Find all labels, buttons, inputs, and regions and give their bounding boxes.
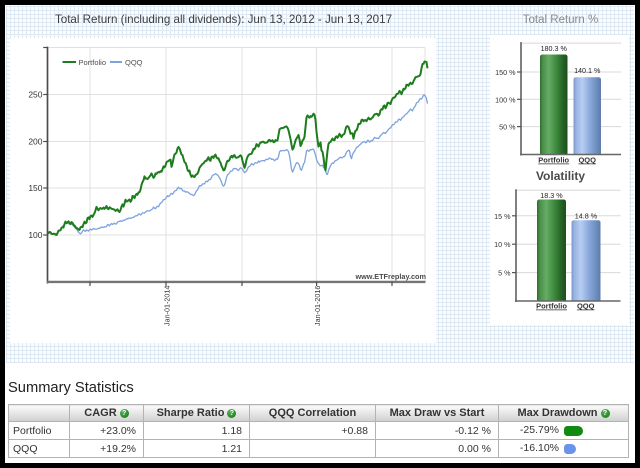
svg-text:180.3 %: 180.3 %	[541, 44, 568, 53]
svg-text:50 %: 50 %	[499, 123, 516, 132]
svg-text:Portfolio: Portfolio	[538, 156, 569, 165]
svg-text:150 %: 150 %	[495, 68, 516, 77]
svg-text:100 %: 100 %	[495, 95, 516, 104]
svg-text:QQQ: QQQ	[125, 58, 143, 67]
svg-text:100: 100	[28, 230, 42, 240]
svg-text:QQQ: QQQ	[578, 156, 596, 165]
svg-text:QQQ: QQQ	[577, 302, 595, 311]
svg-text:15 %: 15 %	[494, 212, 511, 221]
svg-text:10 %: 10 %	[494, 240, 511, 249]
svg-text:18.3 %: 18.3 %	[540, 191, 563, 200]
svg-text:Portfolio: Portfolio	[79, 58, 107, 67]
svg-text:www.ETFreplay.com: www.ETFreplay.com	[354, 272, 426, 281]
svg-text:250: 250	[28, 90, 42, 100]
svg-text:Portfolio: Portfolio	[536, 302, 567, 311]
svg-text:Jan-01-2014: Jan-01-2014	[163, 286, 172, 326]
svg-text:5 %: 5 %	[498, 269, 511, 278]
svg-text:140.1 %: 140.1 %	[574, 66, 601, 75]
svg-text:200: 200	[28, 137, 42, 147]
svg-text:150: 150	[28, 183, 42, 193]
svg-text:14.8 %: 14.8 %	[575, 212, 598, 221]
svg-text:Jan-01-2016: Jan-01-2016	[313, 286, 322, 326]
